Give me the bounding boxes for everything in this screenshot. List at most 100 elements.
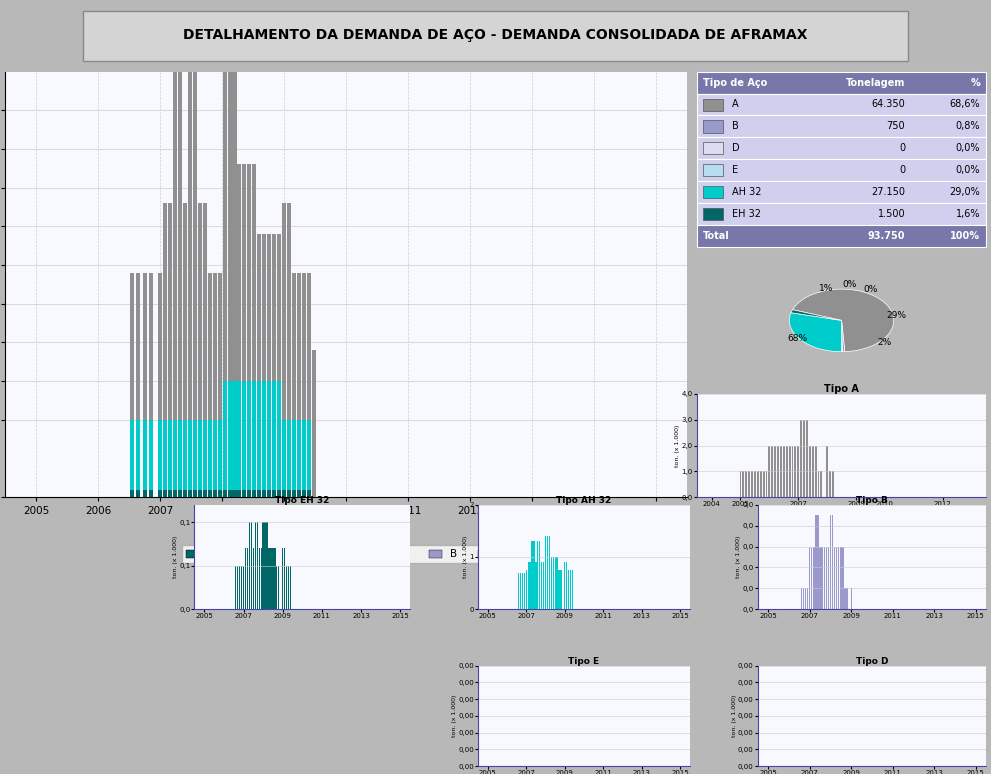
Bar <box>223 25 227 381</box>
Bar <box>757 471 759 497</box>
Bar <box>292 489 296 497</box>
Bar <box>258 381 262 489</box>
Y-axis label: ton. (x 1.000): ton. (x 1.000) <box>675 424 680 467</box>
Y-axis label: ton. (x 1.000): ton. (x 1.000) <box>452 695 457 737</box>
Bar <box>273 381 276 489</box>
Bar <box>238 164 242 381</box>
Bar <box>816 515 817 609</box>
Bar <box>263 234 267 381</box>
Bar <box>765 471 767 497</box>
Bar <box>188 63 192 420</box>
Bar <box>803 588 804 609</box>
Text: 0: 0 <box>899 166 905 175</box>
Bar <box>697 71 986 94</box>
Bar <box>218 272 222 420</box>
Bar <box>263 381 267 489</box>
Bar <box>233 25 237 381</box>
Wedge shape <box>791 310 841 320</box>
Bar <box>163 203 167 420</box>
Bar <box>545 536 546 609</box>
Bar <box>241 566 242 609</box>
Bar <box>282 420 286 489</box>
Bar <box>223 381 227 489</box>
Bar <box>245 548 246 609</box>
Bar <box>838 546 839 609</box>
Bar <box>292 272 296 420</box>
Title: Tipo B: Tipo B <box>856 495 888 505</box>
Bar <box>265 522 266 609</box>
Bar <box>535 562 536 609</box>
Bar <box>158 489 163 497</box>
Bar <box>703 164 723 176</box>
Bar <box>137 489 141 497</box>
Bar <box>198 203 202 420</box>
Title: Tipo E: Tipo E <box>569 656 600 666</box>
Bar <box>551 557 552 609</box>
Text: A: A <box>731 100 738 109</box>
Text: 29%: 29% <box>886 310 907 320</box>
Bar <box>167 489 172 497</box>
Bar <box>273 489 276 497</box>
Bar <box>292 420 296 489</box>
Bar <box>558 570 560 609</box>
Bar <box>287 420 291 489</box>
Bar <box>237 566 238 609</box>
Bar <box>827 546 829 609</box>
Bar <box>533 541 534 609</box>
Bar <box>748 471 750 497</box>
Bar <box>290 566 291 609</box>
Bar <box>282 203 286 420</box>
Text: E: E <box>731 166 738 175</box>
Bar <box>253 164 257 381</box>
Bar <box>844 588 845 609</box>
Bar <box>822 546 823 609</box>
Bar <box>149 272 153 420</box>
Text: 93.750: 93.750 <box>868 231 905 241</box>
Bar <box>278 566 279 609</box>
Bar <box>268 381 272 489</box>
Bar <box>809 546 811 609</box>
Bar <box>167 420 172 489</box>
Bar <box>549 536 550 609</box>
Bar <box>198 489 202 497</box>
Bar <box>814 546 815 609</box>
Wedge shape <box>790 313 841 351</box>
Bar <box>777 446 779 497</box>
Bar <box>703 142 723 155</box>
Bar <box>795 446 797 497</box>
Bar <box>792 446 794 497</box>
Bar <box>248 489 252 497</box>
Bar <box>840 546 841 609</box>
Bar <box>263 489 267 497</box>
Bar <box>188 489 192 497</box>
Bar <box>284 548 285 609</box>
Bar <box>531 541 532 609</box>
Bar <box>543 562 544 609</box>
Bar <box>703 208 723 221</box>
Bar <box>267 522 268 609</box>
Bar <box>243 566 244 609</box>
Bar <box>238 489 242 497</box>
Bar <box>560 570 562 609</box>
Bar <box>697 225 986 247</box>
Bar <box>768 446 770 497</box>
Bar <box>277 234 281 381</box>
Bar <box>251 522 252 609</box>
Text: 0: 0 <box>899 143 905 153</box>
Bar <box>247 548 248 609</box>
Bar <box>539 541 540 609</box>
Bar <box>760 471 762 497</box>
Text: D: D <box>731 143 739 153</box>
Bar <box>697 137 986 159</box>
Text: 0%: 0% <box>863 285 877 293</box>
Bar <box>143 420 147 489</box>
Bar <box>239 566 240 609</box>
Bar <box>697 94 986 115</box>
Bar <box>243 164 247 381</box>
Bar <box>520 573 521 609</box>
Wedge shape <box>841 320 844 351</box>
Text: 0,0%: 0,0% <box>955 166 980 175</box>
Text: 27.150: 27.150 <box>871 187 905 197</box>
Bar <box>829 515 831 609</box>
Bar <box>143 272 147 420</box>
